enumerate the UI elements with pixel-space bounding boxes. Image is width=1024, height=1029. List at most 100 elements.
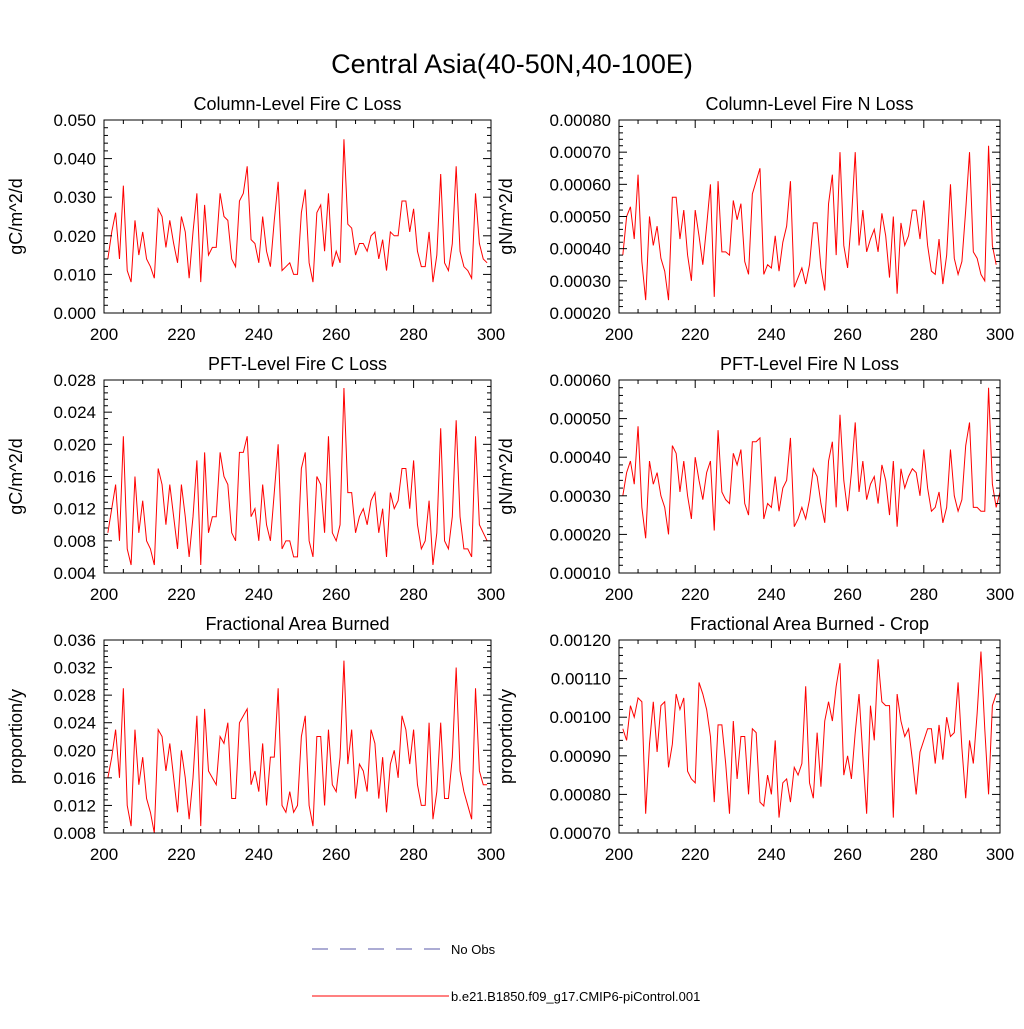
panel-3-xtick-label: 240	[245, 585, 273, 604]
panel-1-xtick-label: 200	[90, 325, 118, 344]
panel-4-frame	[618, 379, 1001, 574]
panel-2-series-line-1	[622, 145, 997, 301]
legend-obs-label: No Obs	[451, 942, 496, 957]
panel-5-ytick-label: 0.036	[53, 631, 96, 650]
panel-1-ytick-label: 0.030	[53, 188, 96, 207]
panel-2: 200 220 240 260 280 300 0.00020 0.00030 0.00040 0…	[496, 94, 1014, 344]
panel-5-xtick-label: 280	[399, 845, 427, 864]
panel-3-xtick-label: 260	[322, 585, 350, 604]
panel-6-series-line-1	[622, 651, 997, 818]
panel-1-xtick-label: 220	[167, 325, 195, 344]
figure-title: Central Asia(40-50N,40-100E)	[331, 49, 693, 79]
panel-3-ytick-label: 0.024	[53, 403, 96, 422]
panel-6-xtick-label: 220	[681, 845, 709, 864]
panel-3-series-line-1	[107, 388, 488, 566]
panel-2-ytick-label: 0.00030	[550, 272, 611, 291]
panel-1-ytick-label: 0.050	[53, 111, 96, 130]
panel-1-ylabel: gC/m^2/d	[6, 178, 26, 254]
panel-6-ytick-label: 0.00080	[550, 785, 611, 804]
panel-4-title: PFT-Level Fire N Loss	[720, 354, 899, 374]
panel-6-ytick-label: 0.00100	[550, 708, 611, 727]
panel-3-xtick-label: 280	[399, 585, 427, 604]
panel-6-ytick-label: 0.00110	[551, 670, 611, 689]
panel-5-xtick-label: 240	[245, 845, 273, 864]
panel-6-xtick-label: 280	[910, 845, 938, 864]
panel-2-ytick-label: 0.00080	[550, 111, 611, 130]
panel-6-title: Fractional Area Burned - Crop	[690, 614, 929, 634]
panel-4: 200 220 240 260 280 300 0.00010 0.00020 0.00030 0…	[496, 354, 1014, 604]
panel-6-ylabel: proportion/y	[496, 689, 516, 784]
panel-6-frame	[618, 639, 1001, 834]
panel-3-ytick-label: 0.020	[53, 435, 96, 454]
panel-1-ytick-label: 0.020	[53, 227, 96, 246]
panel-4-series-line-1	[622, 387, 1000, 539]
panel-4-ytick-label: 0.00010	[550, 564, 611, 583]
panel-5-ytick-label: 0.028	[53, 686, 96, 705]
panel-5-xtick-label: 300	[477, 845, 505, 864]
panel-3-xtick-label: 220	[167, 585, 195, 604]
panel-2-xtick-label: 240	[757, 325, 785, 344]
panel-3-frame	[103, 379, 492, 574]
panel-2-ytick-label: 0.00060	[550, 175, 611, 194]
panel-4-ytick-label: 0.00030	[550, 487, 611, 506]
panel-2-xtick-label: 260	[833, 325, 861, 344]
panel-1-ytick-label: 0.010	[53, 265, 96, 284]
panel-1: 200 220 240 260 280 300 0.000 0.010 0.020 0.030 0.…	[6, 94, 505, 344]
panel-2-ytick-label: 0.00050	[550, 208, 611, 227]
panel-2-ylabel: gN/m^2/d	[496, 178, 516, 254]
panel-5-ylabel: proportion/y	[6, 689, 26, 784]
panel-6-ytick-label: 0.00090	[550, 747, 611, 766]
panel-2-ytick-label: 0.00020	[550, 304, 611, 323]
panel-5-xtick-label: 220	[167, 845, 195, 864]
panel-4-xtick-label: 280	[910, 585, 938, 604]
panel-4-ytick-label: 0.00040	[550, 448, 611, 467]
panel-6-ytick-label: 0.00120	[550, 631, 611, 650]
panel-3-ytick-label: 0.028	[53, 371, 96, 390]
panel-2-xtick-label: 200	[605, 325, 633, 344]
panel-4-xtick-label: 300	[986, 585, 1014, 604]
panel-4-xtick-label: 200	[605, 585, 633, 604]
panel-2-xtick-label: 220	[681, 325, 709, 344]
panel-1-title: Column-Level Fire C Loss	[193, 94, 401, 114]
panel-1-xtick-label: 280	[399, 325, 427, 344]
panel-5-ytick-label: 0.020	[53, 741, 96, 760]
panel-5-xtick-label: 200	[90, 845, 118, 864]
panel-3-ytick-label: 0.008	[53, 532, 96, 551]
panel-6-ytick-label: 0.00070	[550, 824, 611, 843]
panel-2-xtick-label: 300	[986, 325, 1014, 344]
panel-4-xtick-label: 260	[833, 585, 861, 604]
panel-3-title: PFT-Level Fire C Loss	[208, 354, 387, 374]
panel-6: 200 220 240 260 280 300 0.00070 0.00080 0.00090 0…	[496, 614, 1014, 864]
panel-2-ytick-label: 0.00040	[550, 240, 611, 259]
panel-2-title: Column-Level Fire N Loss	[705, 94, 913, 114]
panel-3: 200 220 240 260 280 300 0.004 0.008 0.012 0.016 0.…	[6, 354, 505, 604]
legend: No Obs b.e21.B1850.f09_g17.CMIP6-piContr…	[312, 942, 700, 1004]
panel-1-ytick-label: 0.000	[53, 304, 96, 323]
panel-5-title: Fractional Area Burned	[205, 614, 389, 634]
panel-5-xtick-label: 260	[322, 845, 350, 864]
panel-1-xtick-label: 300	[477, 325, 505, 344]
panel-3-ytick-label: 0.004	[53, 564, 96, 583]
panels: 200 220 240 260 280 300 0.000 0.010 0.020 0.030 0.…	[6, 94, 1014, 864]
panel-4-ylabel: gN/m^2/d	[496, 438, 516, 514]
panel-5-ytick-label: 0.008	[53, 824, 96, 843]
panel-4-ytick-label: 0.00060	[550, 371, 611, 390]
panel-3-ytick-label: 0.016	[53, 468, 96, 487]
panel-5-ytick-label: 0.016	[53, 769, 96, 788]
panel-6-xtick-label: 260	[833, 845, 861, 864]
panel-3-xtick-label: 300	[477, 585, 505, 604]
panel-5-ytick-label: 0.032	[53, 659, 96, 678]
panel-5: 200 220 240 260 280 300 0.008 0.012 0.016 0.020 0.…	[6, 614, 505, 864]
panel-5-ytick-label: 0.012	[53, 796, 96, 815]
panel-4-ytick-label: 0.00050	[550, 410, 611, 429]
panel-4-xtick-label: 220	[681, 585, 709, 604]
legend-model-label: b.e21.B1850.f09_g17.CMIP6-piControl.001	[451, 989, 700, 1004]
panel-5-ytick-label: 0.024	[53, 714, 96, 733]
panel-6-xtick-label: 240	[757, 845, 785, 864]
panel-5-series-line-1	[107, 660, 488, 833]
panel-1-xtick-label: 240	[245, 325, 273, 344]
panel-1-series-line-1	[107, 139, 488, 283]
panel-2-ytick-label: 0.00070	[550, 143, 611, 162]
